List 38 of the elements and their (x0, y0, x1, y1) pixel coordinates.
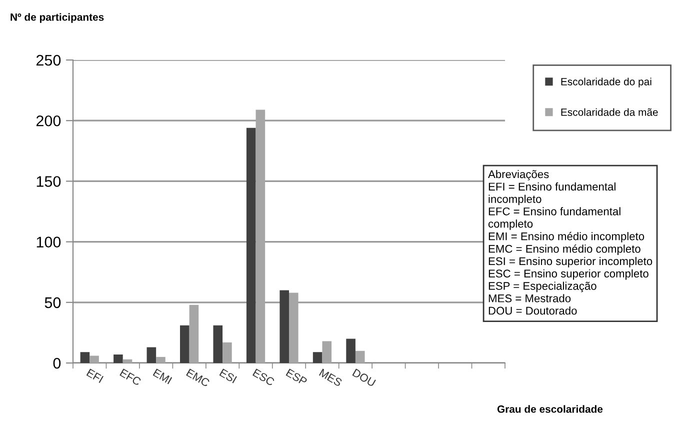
bar (355, 350, 365, 363)
x-axis-title: Grau de escolaridade (497, 405, 603, 413)
y-tick-label: 0 (53, 358, 61, 369)
bar (156, 356, 166, 363)
bar (346, 338, 356, 363)
bar (289, 292, 298, 363)
y-tick-label: 100 (36, 236, 61, 248)
bar (213, 325, 223, 363)
y-tick-label: 200 (36, 115, 61, 126)
bar (122, 359, 132, 363)
x-tick-label: ESP (286, 368, 308, 386)
x-tick-label: EFC (120, 368, 142, 386)
y-tick-label: 250 (36, 54, 61, 66)
bar (312, 352, 322, 363)
x-tick-label: EFI (86, 368, 104, 383)
y-axis-title: Nº de participantes (10, 13, 104, 23)
bar (189, 304, 199, 363)
legend-label: Escolaridade do pai (561, 78, 652, 88)
bar (322, 341, 332, 363)
bar (90, 356, 99, 363)
bar (280, 290, 289, 363)
bar (180, 325, 190, 363)
x-tick-label: EMC (186, 368, 210, 388)
x-tick-label: DOU (352, 368, 376, 387)
y-tick-label: 150 (36, 176, 61, 187)
bar (256, 110, 266, 363)
bar (246, 128, 256, 363)
x-tick-label: EMI (152, 368, 172, 384)
x-tick-label: ESC (252, 368, 276, 386)
bar (146, 347, 156, 363)
legend-label: Escolaridade da mãe (561, 108, 658, 116)
bar (222, 342, 232, 363)
bar (114, 354, 123, 363)
y-tick-label: 50 (44, 297, 61, 308)
bar (80, 352, 90, 363)
text: Abreviações EFI = Ensino fundamental incompleto EFC = Ensino fundamental completo EMI = Ensino médio incompleto EMC = Ensino médio completo ESI = Ensino superior incompleto ESC = Ensino superior completo ESP = Especialização MES = Mestrado DOU = Doutorado (488, 170, 652, 315)
x-tick-label: ESI (219, 368, 238, 384)
x-tick-label: MES (318, 368, 342, 387)
